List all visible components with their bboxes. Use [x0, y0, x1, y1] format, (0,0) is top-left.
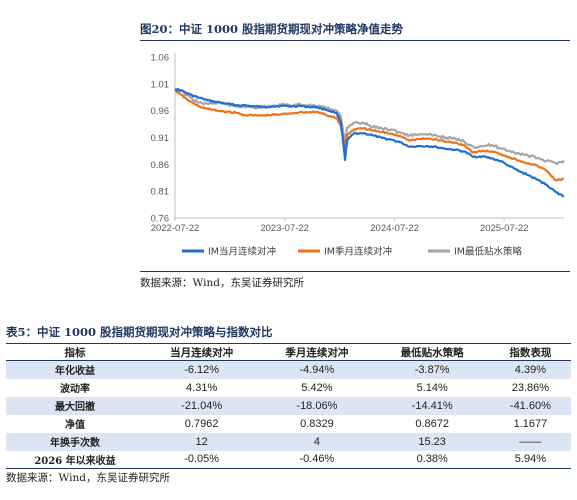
cell-value: -41.60% — [509, 399, 551, 412]
y-tick-label: 0.91 — [151, 133, 170, 144]
y-tick-label: 0.86 — [151, 160, 170, 171]
row-label: 年换手次数 — [50, 438, 100, 449]
header-index: 指数表现 — [509, 346, 552, 359]
cell-value: 0.7962 — [184, 417, 219, 430]
cell-value: 4 — [313, 435, 320, 448]
legend-label: IM当月连续对冲 — [208, 246, 276, 258]
y-tick-label: 0.81 — [151, 187, 170, 198]
cell-value: 1.1677 — [513, 417, 548, 430]
series-line-1 — [174, 87, 565, 198]
cell-value: -14.41% — [411, 399, 453, 412]
cell-value: -21.04% — [181, 399, 223, 412]
table-row: 波动率 4.31% 5.42% 5.14% 23.86% — [6, 379, 571, 397]
y-tick-label: 1.01 — [151, 79, 170, 90]
table-row: 年化收益 -6.12% -4.94% -3.87% 4.39% — [6, 360, 571, 379]
row-label: 最大回撤 — [55, 402, 95, 413]
x-tick-label: 2025-07-22 — [480, 223, 529, 234]
row-label: 2026 年以来收益 — [34, 455, 116, 467]
table-row: 年换手次数 12 4 15.23 —— — [6, 432, 571, 451]
legend-label: IM季月连续对冲 — [324, 246, 392, 258]
table-title: 表5：中证 1000 股指期货期现对冲策略与指数对比 — [6, 325, 273, 339]
cell-value: 0.8329 — [300, 417, 334, 430]
table-header-row: 指标 当月连续对冲 季月连续对冲 最低贴水策略 指数表现 — [6, 343, 571, 361]
series-line-3 — [174, 88, 565, 166]
table-row: 2026 年以来收益 -0.05% -0.46% 0.38% 5.94% — [6, 451, 571, 469]
cell-value: 12 — [195, 435, 208, 448]
cell-value: 15.23 — [418, 435, 446, 448]
cell-value: 4.39% — [514, 363, 546, 376]
row-label: 净值 — [65, 420, 85, 431]
cell-value: -4.94% — [299, 363, 335, 376]
cell-value: 23.86% — [511, 381, 550, 394]
row-label: 年化收益 — [55, 366, 95, 378]
table-row: 最大回撤 -21.04% -18.06% -14.41% -41.60% — [6, 396, 571, 415]
cell-value: 4.31% — [186, 381, 218, 394]
cell-value: -3.87% — [414, 363, 450, 376]
cell-value: -6.12% — [184, 363, 220, 376]
header-indicator: 指标 — [64, 346, 86, 359]
figure-source-note: 数据来源：Wind，东吴证券研究所 — [140, 277, 304, 289]
cell-value: 5.42% — [301, 381, 333, 394]
figure-title: 图20：中证 1000 股指期货期现对冲策略净值走势 — [140, 22, 404, 36]
y-tick-label: 0.96 — [151, 106, 170, 117]
y-tick-label: 0.76 — [151, 214, 170, 225]
cell-value: -0.05% — [184, 453, 220, 466]
y-tick-label: 1.06 — [151, 53, 170, 64]
figure-top-rule — [140, 40, 570, 41]
figure-bottom-rule — [140, 271, 570, 272]
x-tick-label: 2022-07-22 — [151, 223, 200, 234]
nav-line-chart: 0.76 0.81 0.86 0.91 0.96 1.01 1.06 2022-07-22 20… — [151, 53, 565, 258]
cell-value: —— — [519, 435, 542, 448]
cell-value: -18.06% — [296, 399, 338, 412]
series-line-2 — [174, 89, 565, 182]
header-lowest-discount: 最低贴水策略 — [400, 346, 464, 359]
cell-value: 5.94% — [514, 453, 546, 466]
x-tick-label: 2024-07-22 — [370, 223, 419, 234]
table-source-note: 数据来源：Wind，东吴证券研究所 — [6, 472, 170, 484]
cell-value: 0.38% — [416, 453, 448, 466]
cell-value: 5.14% — [416, 381, 448, 394]
cell-value: -0.46% — [299, 453, 335, 466]
legend-label: IM最低贴水策略 — [454, 246, 522, 258]
x-tick-label: 2023-07-22 — [260, 223, 309, 234]
table-row: 净值 0.7962 0.8329 0.8672 1.1677 — [6, 415, 571, 433]
cell-value: 0.8672 — [415, 417, 449, 430]
row-label: 波动率 — [60, 384, 90, 395]
header-current-month: 当月连续对冲 — [170, 346, 234, 359]
header-quarter-month: 季月连续对冲 — [285, 346, 349, 359]
strategy-comparison-table: 指标 当月连续对冲 季月连续对冲 最低贴水策略 指数表现 年化收益 -6.12%… — [6, 343, 571, 469]
